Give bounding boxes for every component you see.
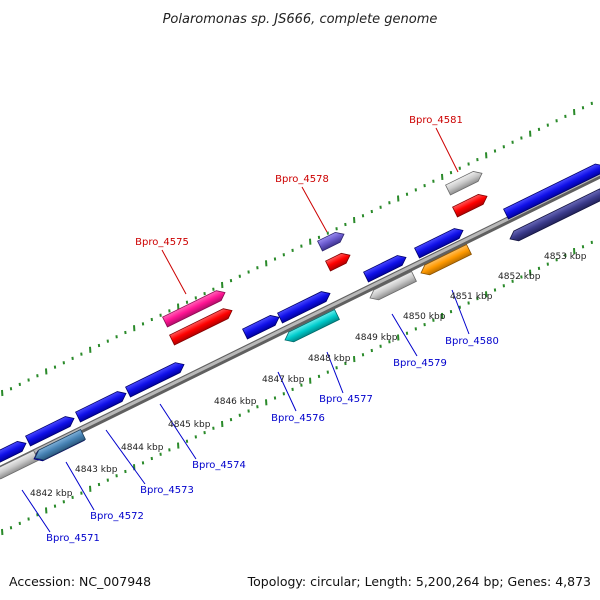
scale-label: 4842 kbp — [30, 489, 73, 499]
gene-label-bpro_4571: Bpro_4571 — [46, 533, 100, 544]
scale-label: 4849 kbp — [355, 333, 398, 343]
gene-arrow — [162, 290, 226, 328]
leader-line — [435, 127, 459, 173]
kbp-scale-labels: 4842 kbp 4843 kbp 4844 kbp 4845 kbp 4846 kbp… — [30, 252, 587, 499]
scale-label: 4846 kbp — [214, 397, 257, 407]
scale-label: 4852 kbp — [498, 272, 541, 282]
gene-label-bpro_4581: Bpro_4581 — [409, 115, 463, 126]
leader-line — [21, 489, 51, 533]
scale-label: 4847 kbp — [262, 375, 305, 385]
gene-label-bpro_4572: Bpro_4572 — [90, 511, 144, 522]
leader-line — [391, 313, 418, 357]
gene-arrow — [503, 163, 600, 220]
leader-line — [326, 351, 344, 394]
leader-line — [277, 371, 297, 412]
gene-label-bpro_4576: Bpro_4576 — [271, 413, 325, 424]
leader-line — [161, 249, 187, 295]
gene-arrow — [34, 428, 86, 461]
genome-summary: Topology: circular; Length: 5,200,264 bp… — [247, 574, 591, 589]
gene-arrow — [284, 308, 340, 343]
gene-arrow — [242, 315, 280, 340]
gene-label-bpro_4573: Bpro_4573 — [140, 485, 194, 496]
gene-labels: Bpro_4575 Bpro_4578 Bpro_4581 Bpro_4571 Bpro… — [21, 115, 499, 544]
gene-arrow — [0, 449, 39, 480]
leader-line — [301, 186, 328, 233]
scale-label: 4845 kbp — [168, 420, 211, 430]
gene-label-bpro_4574: Bpro_4574 — [192, 460, 246, 471]
gene-arrow — [420, 243, 472, 276]
gene-arrow — [277, 291, 331, 324]
gene-arrow — [414, 228, 464, 259]
gene-arrow — [445, 171, 483, 196]
accession-label: Accession: NC_007948 — [9, 574, 152, 589]
gene-arrow — [75, 391, 127, 423]
gene-label-bpro_4575: Bpro_4575 — [135, 237, 189, 248]
gene-arrow — [125, 362, 185, 398]
gene-features — [0, 163, 600, 480]
leader-line — [105, 429, 146, 485]
gene-label-bpro_4580: Bpro_4580 — [445, 336, 499, 347]
inner-tick-ring — [1, 240, 593, 536]
genome-backbone — [0, 171, 600, 474]
map-title: Polaromonas sp. JS666, complete genome — [163, 12, 438, 27]
gene-label-bpro_4578: Bpro_4578 — [275, 174, 329, 185]
scale-label: 4844 kbp — [121, 443, 164, 453]
gene-arrow — [369, 270, 417, 301]
leader-line — [451, 289, 470, 335]
outer-tick-ring — [1, 101, 593, 397]
gene-arrow — [363, 255, 407, 283]
gene-arrow — [0, 441, 27, 466]
scale-label: 4848 kbp — [308, 354, 351, 364]
scale-label: 4851 kbp — [450, 292, 493, 302]
gene-arrow — [25, 416, 75, 447]
gene-arrow — [169, 308, 233, 346]
gene-arrow — [452, 194, 488, 218]
gene-arrow — [317, 231, 345, 252]
leader-line — [159, 403, 197, 460]
scale-label: 4853 kbp — [544, 252, 587, 262]
gene-label-bpro_4579: Bpro_4579 — [393, 358, 447, 369]
scale-label: 4850 kbp — [403, 312, 446, 322]
scale-label: 4843 kbp — [75, 465, 118, 475]
leader-line — [65, 461, 95, 511]
gene-arrow — [509, 188, 600, 242]
gene-label-bpro_4577: Bpro_4577 — [319, 394, 373, 405]
gene-arrow — [325, 252, 351, 272]
